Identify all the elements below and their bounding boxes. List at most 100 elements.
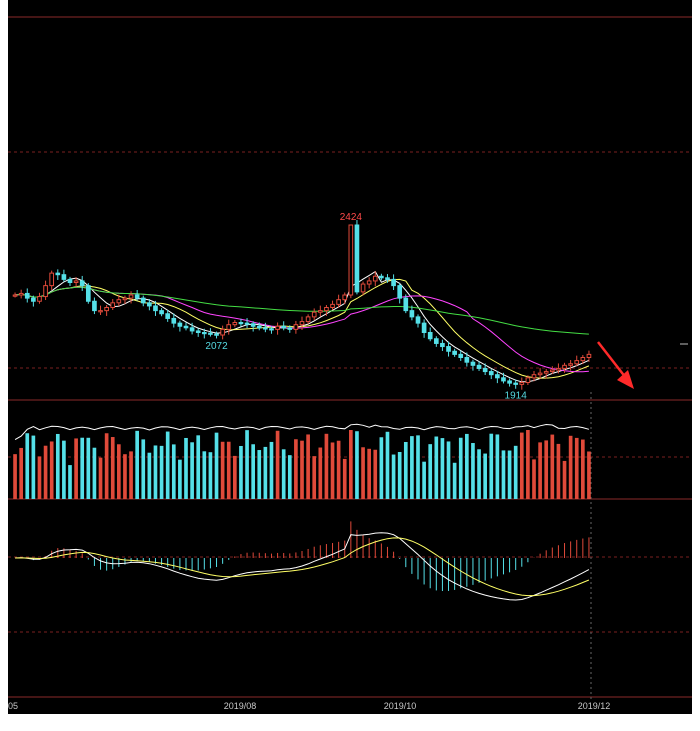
volume-bar: [220, 441, 225, 499]
candle-body: [79, 280, 85, 287]
volume-bar: [257, 450, 262, 499]
candle-body: [55, 272, 61, 276]
candle-body: [586, 353, 592, 358]
volume-bar: [495, 434, 500, 499]
volume-bar: [446, 441, 451, 499]
candle-body: [501, 377, 506, 382]
volume-bar: [483, 453, 487, 499]
x-axis-ticks: 05 2019/08 2019/10 2019/12: [8, 701, 610, 711]
candle-body: [18, 292, 24, 296]
candle-body: [195, 330, 201, 333]
volume-bar: [159, 445, 164, 499]
volume-bar: [184, 437, 188, 499]
candle-body: [440, 342, 445, 348]
candle-body: [208, 332, 213, 335]
volume-bar: [312, 456, 317, 499]
candle-body: [244, 322, 250, 325]
candle-body: [317, 310, 323, 313]
chart-grid: [8, 151, 692, 633]
volume-bar: [538, 442, 542, 499]
candle-body: [43, 285, 48, 298]
volume-bar: [403, 441, 408, 499]
candle-body: [104, 307, 109, 312]
candle-body: [354, 224, 360, 293]
price-label-low: 1914: [505, 390, 528, 401]
volume-bar: [568, 435, 573, 499]
candle-body: [366, 280, 372, 285]
volume-bar: [25, 433, 30, 499]
candle-body: [543, 371, 549, 374]
candle-body: [379, 275, 384, 279]
volume-bar: [550, 434, 555, 499]
trend-arrow: [597, 341, 634, 389]
volume-bar: [245, 430, 249, 499]
volume-bar: [92, 447, 97, 499]
volume-bar: [80, 437, 85, 499]
candle-body: [269, 328, 274, 331]
candle-body: [391, 278, 396, 287]
volume-bar: [440, 438, 445, 499]
volume-bar: [587, 451, 591, 499]
volume-bar: [361, 447, 365, 499]
volume-bar: [269, 441, 274, 499]
volume-bar: [458, 437, 463, 499]
candle-body: [37, 296, 42, 302]
volume-bar: [300, 440, 304, 499]
candle-body: [415, 316, 421, 324]
candle-body: [220, 328, 225, 336]
candle-body: [98, 310, 103, 313]
volume-bar: [281, 449, 286, 499]
volume-bar: [452, 462, 457, 499]
candle-body: [476, 364, 482, 369]
volume-bar: [196, 435, 201, 499]
candle-body: [433, 338, 439, 344]
x-tick-label: 2019/12: [578, 701, 611, 711]
arrow-shaft: [597, 341, 627, 379]
candle-body: [281, 325, 287, 329]
candle-body: [61, 274, 67, 280]
candle-body: [342, 294, 348, 301]
candle-body: [531, 374, 537, 379]
volume-bar: [416, 435, 420, 499]
volume-line: [14, 423, 590, 441]
candle-body: [275, 325, 280, 330]
volume-bar: [336, 440, 341, 499]
volume-bar: [239, 445, 243, 499]
volume-bar: [153, 445, 158, 499]
candle-body: [263, 327, 268, 330]
volume-bar: [171, 444, 176, 499]
volume-bar: [477, 449, 481, 499]
candle-body: [458, 353, 464, 358]
candle-body: [67, 278, 73, 283]
volume-bar: [55, 433, 60, 499]
candle-body: [385, 277, 390, 280]
volume-bar: [574, 437, 579, 499]
candle-body: [556, 367, 561, 371]
volume-bar: [202, 451, 207, 499]
volume-bar: [428, 444, 433, 499]
volume-bar: [391, 454, 396, 499]
candle-body: [372, 275, 378, 282]
macd-histogram: [20, 521, 590, 592]
volume-bar: [98, 457, 103, 499]
candle-body: [31, 297, 36, 302]
volume-bar: [544, 440, 549, 499]
volume-bar: [507, 450, 512, 499]
volume-bar: [117, 444, 121, 499]
candle-body: [134, 294, 140, 299]
candle-body: [519, 382, 525, 385]
volume-bar: [519, 432, 524, 499]
candle-body: [159, 310, 164, 315]
candle-body: [446, 346, 451, 352]
candle-body: [488, 371, 494, 376]
volume-bar: [141, 439, 146, 499]
price-annotations: 2424 2072 1914: [205, 212, 527, 401]
candle-body: [409, 310, 415, 318]
volume-bar: [294, 439, 298, 499]
candle-body: [537, 372, 543, 376]
volume-bar: [526, 430, 530, 499]
candle-body: [256, 325, 262, 329]
volume-bar: [123, 454, 127, 499]
candle-body: [147, 302, 152, 307]
volume-bar: [68, 465, 72, 499]
